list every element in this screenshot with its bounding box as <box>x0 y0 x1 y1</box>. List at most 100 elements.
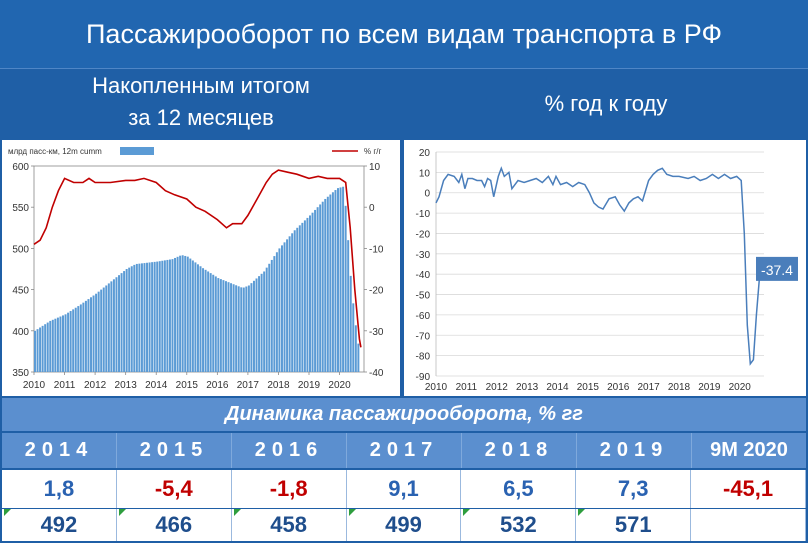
bar <box>184 255 187 372</box>
growth-row: 1,8 -5,4 -1,8 9,1 6,5 7,3 -45,1 <box>2 470 807 508</box>
bar <box>112 279 115 372</box>
growth-cell: -1,8 <box>232 470 347 508</box>
left-subtitle-line1: Накопленным итогом <box>92 73 310 98</box>
bar <box>181 255 184 372</box>
bar <box>105 285 108 372</box>
bar <box>339 187 342 372</box>
bar <box>222 280 225 372</box>
bar <box>120 273 123 372</box>
comment-marker-icon <box>348 509 356 516</box>
bar <box>240 287 243 372</box>
bar <box>207 271 210 372</box>
bar <box>138 263 141 372</box>
bar <box>174 257 177 372</box>
bar <box>143 263 146 372</box>
growth-cell: 6,5 <box>461 470 577 508</box>
year-cell: 2019 <box>577 433 692 468</box>
bar <box>146 262 149 372</box>
volume-cell: 571 <box>576 509 692 541</box>
bar <box>130 266 133 372</box>
bar <box>286 239 289 372</box>
yoy-chart-panel: 20 10 0 -10 -20 -30 -40 -50 -60 -70 -80 -90 2010 2011… <box>404 140 806 396</box>
growth-cell: -5,4 <box>117 470 232 508</box>
y-axis-tick-label: -50 <box>416 291 431 302</box>
bar <box>54 318 57 372</box>
left-axis-tick-label: 350 <box>12 368 29 379</box>
bar <box>97 291 100 372</box>
bar <box>349 275 352 372</box>
bar <box>179 255 182 372</box>
y-axis-tick-label: -10 <box>416 209 431 220</box>
bar <box>250 283 253 372</box>
bar <box>194 262 197 372</box>
x-axis-tick-label: 2014 <box>546 382 569 393</box>
bar <box>166 259 169 372</box>
x-axis-tick-label: 2019 <box>298 380 321 391</box>
bar <box>334 190 337 372</box>
x-axis-tick-label: 2012 <box>84 380 107 391</box>
bar <box>230 283 233 372</box>
y-axis-tick-label: 20 <box>419 148 431 159</box>
left-subtitle-line2: за 12 месяцев <box>128 105 274 130</box>
bar <box>311 212 314 372</box>
bar <box>79 304 82 372</box>
bar <box>151 262 154 372</box>
bar <box>263 271 266 372</box>
bar <box>258 276 261 372</box>
volume-cell: 492 <box>2 509 117 541</box>
year-cell: 9М 2020 <box>710 439 788 461</box>
bar <box>123 271 126 372</box>
bar <box>118 275 121 372</box>
bar <box>171 259 174 372</box>
bar <box>224 281 227 372</box>
left-axis-tick-label: 500 <box>12 244 29 255</box>
bar <box>288 236 291 372</box>
bar <box>209 273 212 372</box>
bar <box>219 279 222 372</box>
y-axis-tick-label: 10 <box>419 168 431 179</box>
comment-marker-icon <box>578 509 586 516</box>
x-axis-tick-label: 2010 <box>425 382 448 393</box>
left-axis-tick-label: 550 <box>12 203 29 214</box>
page-title: Пассажирооборот по всем видам транспорта… <box>0 0 808 69</box>
bar <box>39 327 42 372</box>
bar <box>296 227 299 372</box>
bar <box>324 198 327 372</box>
x-axis-tick-label: 2013 <box>115 380 138 391</box>
right-subtitle: % год к году <box>544 91 668 116</box>
bar <box>212 274 215 372</box>
bar <box>64 314 67 372</box>
bar <box>102 287 105 372</box>
bar <box>110 281 113 372</box>
growth-cell: 9,1 <box>347 470 462 508</box>
bar <box>189 258 192 372</box>
left-axis-tick-label: 600 <box>12 162 29 173</box>
y-axis-tick-label: -20 <box>416 229 431 240</box>
bar <box>245 286 248 372</box>
year-cell: 2017 <box>347 433 462 468</box>
y-axis-tick-label: -30 <box>416 250 431 261</box>
right-axis-tick-label: 10 <box>369 162 381 173</box>
bar <box>354 325 357 372</box>
left-subtitle: Накопленным итогом за 12 месяцев <box>0 70 402 138</box>
y-axis-tick-label: -80 <box>416 352 431 363</box>
x-axis-tick-label: 2018 <box>668 382 691 393</box>
bar <box>41 325 44 372</box>
bar <box>125 269 128 372</box>
cumulative-chart: млрд пасс-км, 12m cumm % г/г 350 400 450 500 5… <box>8 147 384 391</box>
right-axis-tick-label: -40 <box>369 368 384 379</box>
x-axis-tick-label: 2019 <box>698 382 721 393</box>
bar <box>260 273 263 372</box>
bar <box>36 329 39 372</box>
x-axis-tick-label: 2011 <box>54 380 76 391</box>
bar <box>352 303 355 372</box>
bar <box>319 204 322 372</box>
bar <box>306 217 309 372</box>
bar <box>59 316 62 372</box>
bar <box>46 322 49 372</box>
bar <box>199 266 202 372</box>
bar <box>74 307 77 372</box>
bar <box>56 317 59 372</box>
x-axis-tick-label: 2010 <box>23 380 46 391</box>
